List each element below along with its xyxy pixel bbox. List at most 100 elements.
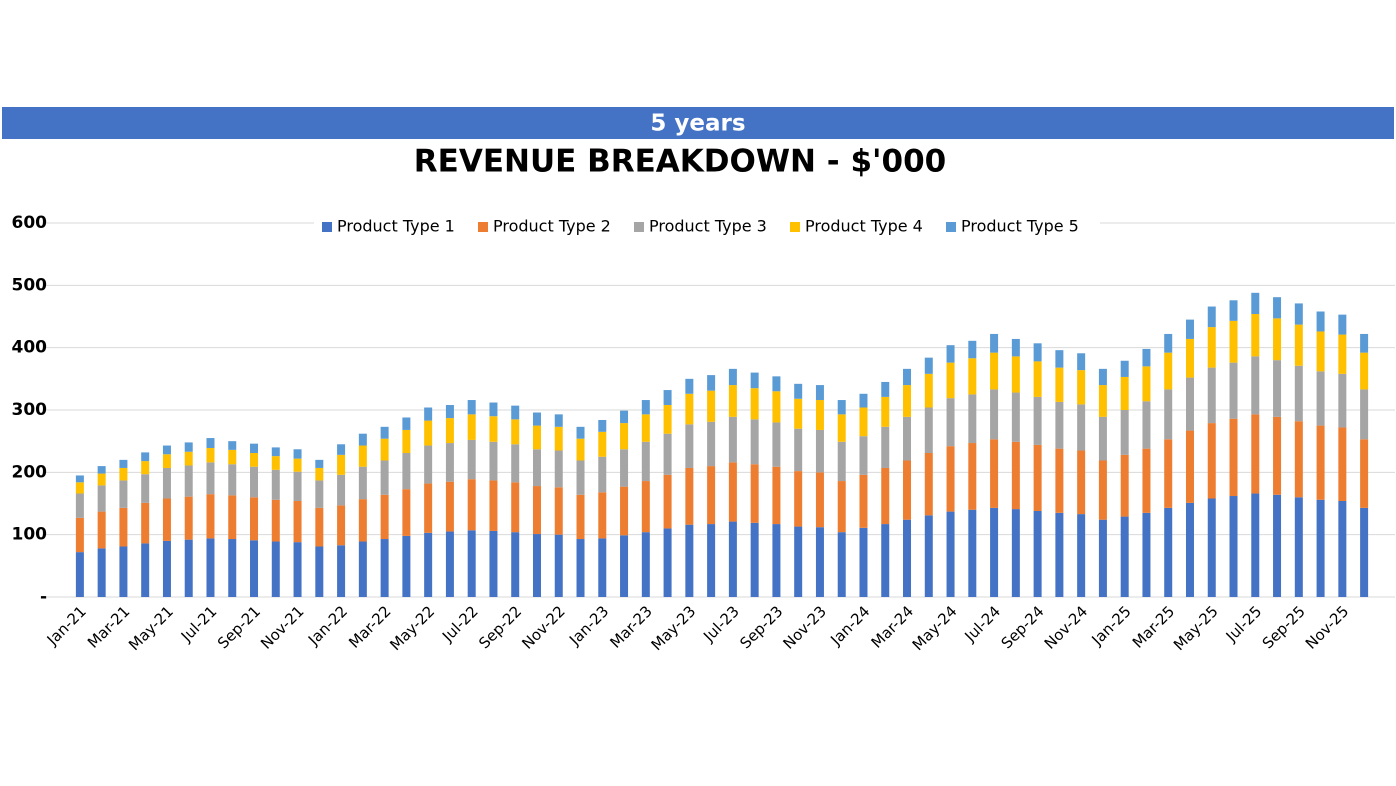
bar-segment xyxy=(489,530,498,597)
bar-segment xyxy=(881,426,890,468)
bar-segment xyxy=(293,449,302,459)
bar-segment xyxy=(750,372,759,389)
bar-segment xyxy=(337,444,346,455)
bar-segment xyxy=(402,489,411,536)
bar-segment xyxy=(1207,306,1216,328)
bar-segment xyxy=(119,507,128,547)
bar-segment xyxy=(445,481,454,532)
bar-segment xyxy=(184,451,193,466)
bar-segment xyxy=(815,385,824,401)
bar-segment xyxy=(1164,352,1173,390)
bar-segment xyxy=(554,450,563,488)
bar-segment xyxy=(228,441,237,450)
bar-segment xyxy=(641,532,650,597)
bar-segment xyxy=(228,449,237,465)
bar-segment xyxy=(75,482,84,494)
bar-segment xyxy=(663,474,672,529)
bar-segment xyxy=(859,436,868,475)
bar-segment xyxy=(1229,362,1238,419)
bar-segment xyxy=(1077,370,1086,405)
bar-segment xyxy=(1360,389,1369,440)
bar-segment xyxy=(663,528,672,597)
bar-segment xyxy=(293,501,302,543)
bar-segment xyxy=(162,445,171,455)
bar-segment xyxy=(228,495,237,540)
bar-segment xyxy=(1142,401,1151,449)
bar-segment xyxy=(903,460,912,520)
bar-segment xyxy=(206,538,215,597)
bar-segment xyxy=(1077,353,1086,371)
x-tick-label: Jan-24 xyxy=(826,602,873,649)
bar-segment xyxy=(815,527,824,597)
bar-segment xyxy=(141,452,150,462)
x-tick-label: Jan-23 xyxy=(565,602,612,649)
bar-segment xyxy=(1185,319,1194,339)
x-tick-label: May-22 xyxy=(386,602,438,654)
bar-segment xyxy=(641,414,650,442)
bar-segment xyxy=(141,543,150,597)
bar-segment xyxy=(358,445,367,467)
bar-segment xyxy=(641,481,650,533)
bar-segment xyxy=(532,412,541,426)
bar-segment xyxy=(859,474,868,528)
bar-segment xyxy=(903,416,912,461)
bar-segment xyxy=(1273,297,1282,319)
y-tick-label: 300 xyxy=(12,400,48,420)
bar-segment xyxy=(162,467,171,499)
bar-segment xyxy=(1033,361,1042,397)
bar-segment xyxy=(663,433,672,475)
x-tick-label: Mar-23 xyxy=(606,602,655,651)
bar-segment xyxy=(1294,421,1303,498)
bar-segment xyxy=(1033,444,1042,511)
bar-segment xyxy=(1055,350,1064,368)
bar-segment xyxy=(119,546,128,597)
bar-segment xyxy=(1011,356,1020,393)
bar-segment xyxy=(1077,450,1086,515)
bar-segment xyxy=(554,534,563,597)
bar-segment xyxy=(1207,498,1216,597)
bar-segment xyxy=(620,410,629,424)
bar-segment xyxy=(1098,368,1107,386)
bar-segment xyxy=(119,480,128,508)
bar-segment xyxy=(859,393,868,408)
bar-segment xyxy=(750,419,759,465)
bar-segment xyxy=(924,373,933,408)
bar-segment xyxy=(445,405,454,419)
x-tick-label: Sep-23 xyxy=(736,602,786,652)
bar-segment xyxy=(685,393,694,425)
bar-segment xyxy=(663,405,672,434)
y-tick-label: 400 xyxy=(12,338,48,358)
bar-segment xyxy=(707,466,716,525)
bar-segment xyxy=(489,480,498,531)
bar-segment xyxy=(97,485,106,512)
bar-segment xyxy=(837,400,846,415)
bar-segment xyxy=(750,522,759,597)
legend-label: Product Type 1 xyxy=(337,217,455,236)
bar-segment xyxy=(511,532,520,597)
bar-segment xyxy=(1164,507,1173,597)
bar-segment xyxy=(424,445,433,484)
bar-segment xyxy=(358,433,367,446)
bar-segment xyxy=(641,400,650,415)
bar-segment xyxy=(424,483,433,533)
bar-segment xyxy=(1164,439,1173,508)
bar-segment xyxy=(968,358,977,395)
bar-segment xyxy=(620,449,629,487)
x-tick-label: May-23 xyxy=(648,602,700,654)
bar-segment xyxy=(293,542,302,597)
bar-segment xyxy=(1251,493,1260,597)
bar-segment xyxy=(97,548,106,597)
bar-segment xyxy=(315,507,324,547)
bar-segment xyxy=(1164,389,1173,440)
bar-segment xyxy=(598,419,607,432)
bar-segment xyxy=(250,497,259,541)
bar-segment xyxy=(141,461,150,475)
bar-segment xyxy=(1098,385,1107,417)
bar-segment xyxy=(859,407,868,437)
legend-label: Product Type 3 xyxy=(649,217,767,236)
x-tick-label: Mar-22 xyxy=(345,602,394,651)
bar-segment xyxy=(990,333,999,353)
bar-segment xyxy=(337,505,346,546)
bar-segment xyxy=(837,481,846,533)
x-tick-label: Sep-22 xyxy=(475,602,525,652)
